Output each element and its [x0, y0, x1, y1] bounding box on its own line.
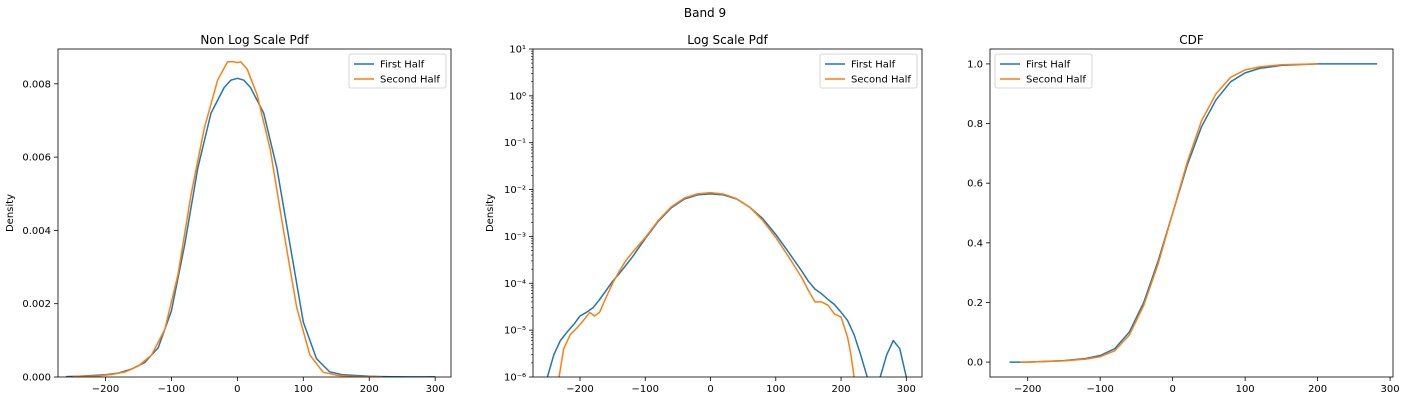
y-tick-label: 1.0 — [967, 59, 983, 70]
suptitle: Band 9 — [684, 6, 726, 20]
x-tick-label: 100 — [1236, 384, 1255, 395]
axes-frame — [989, 48, 1394, 378]
chart-title: Non Log Scale Pdf — [200, 33, 309, 47]
series-line-second-half — [72, 61, 383, 377]
y-tick-label: 0.0 — [967, 358, 983, 369]
subplot-cdf: CDF −200 −100 0 100 200 300 0.0 0.2 0.4 0.6 0.8 1.0 F… — [967, 33, 1400, 395]
x-tick-label: −200 — [566, 384, 593, 395]
y-tick-label: 0.4 — [967, 238, 983, 249]
subplot-non-log-pdf: Non Log Scale Pdf Density −200 −100 0 100 200 3… — [5, 33, 452, 395]
legend-label: Second Half — [851, 75, 911, 86]
series-line-second-half — [1020, 63, 1318, 363]
y-tick-label: 0.004 — [22, 226, 51, 237]
x-tick-label: 200 — [360, 384, 379, 395]
x-tick-label: 0 — [234, 384, 240, 395]
y-tick-label: 10⁻⁶ — [504, 373, 526, 384]
legend-label: First Half — [1026, 60, 1071, 71]
y-tick-label: 10⁻¹ — [504, 138, 526, 149]
series-line-second-half — [558, 191, 855, 377]
x-tick-label: 200 — [1308, 384, 1327, 395]
legend-label: First Half — [851, 60, 896, 71]
legend-label: Second Half — [380, 75, 440, 86]
y-tick-label: 0.000 — [22, 373, 51, 384]
x-tick-label: 0 — [1169, 384, 1175, 395]
plot-area — [1009, 63, 1378, 363]
y-tick-label: 0.002 — [22, 299, 51, 310]
y-tick-label: 0.2 — [967, 298, 983, 309]
y-tick-label: 0.6 — [967, 179, 983, 190]
plot-area — [546, 191, 908, 377]
y-axis-label: Density — [5, 194, 16, 232]
legend-label: Second Half — [1026, 75, 1086, 86]
y-axis-label: Density — [485, 194, 496, 232]
y-tick-label: 10⁻⁴ — [504, 279, 526, 290]
chart-title: Log Scale Pdf — [687, 33, 768, 47]
x-tick-label: 300 — [897, 384, 916, 395]
series-line-first-half — [546, 193, 908, 377]
x-tick-label: 100 — [766, 384, 785, 395]
chart-title: CDF — [1179, 33, 1204, 47]
legend: First Half Second Half — [819, 53, 918, 89]
x-tick-label: 300 — [1381, 384, 1400, 395]
subplot-log-pdf: Log Scale Pdf Density −200 −100 0 100 200 300 10… — [485, 33, 923, 395]
axes-frame — [57, 48, 452, 378]
x-tick-label: 0 — [707, 384, 713, 395]
x-tick-label: −100 — [1086, 384, 1113, 395]
x-tick-label: 300 — [426, 384, 445, 395]
series-line-first-half — [65, 77, 436, 377]
x-tick-label: −100 — [632, 384, 659, 395]
x-tick-label: −100 — [158, 384, 185, 395]
x-tick-label: 100 — [294, 384, 313, 395]
y-tick-label: 0.008 — [22, 79, 51, 90]
legend: First Half Second Half — [348, 53, 447, 89]
x-tick-label: −200 — [92, 384, 119, 395]
x-tick-label: 200 — [832, 384, 851, 395]
y-tick-label: 10⁻³ — [504, 232, 526, 243]
axes-frame — [532, 48, 923, 378]
legend-label: First Half — [380, 60, 425, 71]
y-tick-label: 0.006 — [22, 153, 51, 164]
legend: First Half Second Half — [994, 53, 1093, 89]
x-tick-label: −200 — [1014, 384, 1041, 395]
y-tick-label: 10⁻² — [504, 185, 526, 196]
y-tick-label: 10¹ — [509, 45, 526, 56]
y-tick-label: 10⁰ — [509, 91, 526, 102]
plot-area — [65, 61, 436, 377]
y-tick-label: 10⁻⁵ — [504, 326, 526, 337]
y-tick-label: 0.8 — [967, 119, 983, 130]
series-line-first-half — [1009, 63, 1378, 363]
